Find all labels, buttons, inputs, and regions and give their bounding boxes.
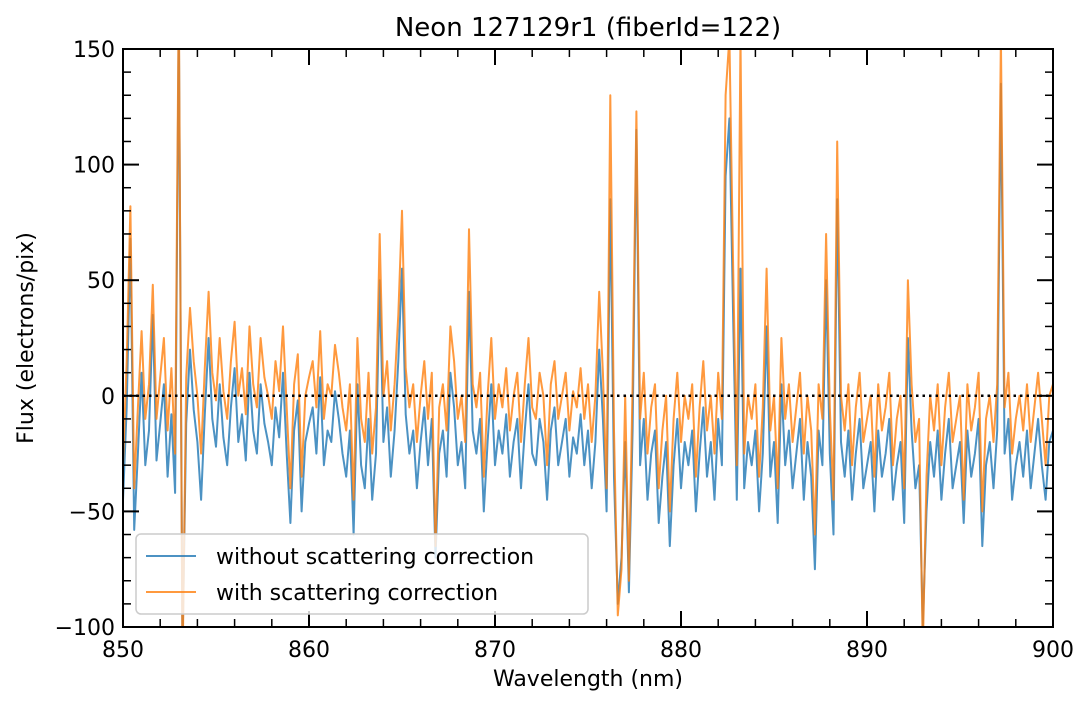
x-tick-label: 900	[1032, 638, 1074, 663]
series-line-without-correction	[123, 49, 1053, 627]
series-line-with-correction	[123, 49, 1053, 627]
plot-frame	[122, 48, 1054, 628]
y-tick-label: 150	[73, 38, 115, 63]
x-tick-label: 890	[846, 638, 888, 663]
y-tick-label: 50	[87, 269, 115, 294]
chart-title: Neon 127129r1 (fiberId=122)	[395, 13, 781, 43]
legend-label-with: with scattering correction	[216, 581, 498, 606]
x-tick-label: 880	[660, 638, 702, 663]
ticks-layer: 850 860 870 880 890 900 −100 −50 0 50 100 150	[55, 38, 1074, 663]
legend: without scattering correction with scatt…	[135, 533, 589, 615]
x-tick-label: 860	[288, 638, 330, 663]
x-axis-label: Wavelength (nm)	[493, 667, 683, 692]
x-tick-label: 870	[474, 638, 516, 663]
legend-box	[135, 533, 589, 615]
legend-label-without: without scattering correction	[216, 545, 534, 570]
y-tick-label: 0	[101, 385, 115, 410]
y-axis-label: Flux (electrons/pix)	[14, 232, 39, 444]
y-tick-label: 100	[73, 154, 115, 179]
y-tick-label: −100	[55, 616, 115, 641]
x-tick-label: 850	[102, 638, 144, 663]
series-layer	[123, 49, 1053, 627]
y-tick-label: −50	[69, 500, 115, 525]
